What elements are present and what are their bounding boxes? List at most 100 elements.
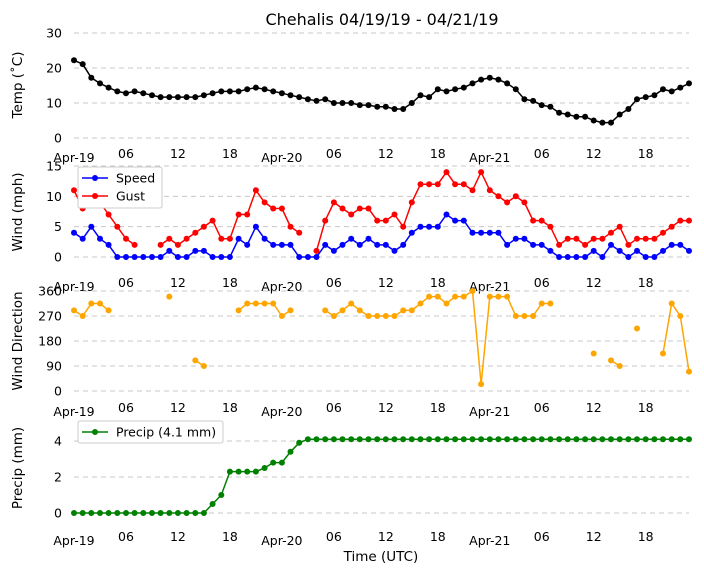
data-point [304, 436, 311, 443]
xtick-label-dir: 18 [222, 400, 238, 415]
data-point [642, 94, 649, 101]
xtick-label-dir: 12 [378, 400, 394, 415]
data-point [668, 223, 675, 230]
data-point [209, 90, 216, 97]
xtick-label-precip: 06 [534, 529, 550, 544]
data-point [287, 307, 294, 314]
xtick-label-temp: 12 [586, 146, 602, 161]
data-point [469, 229, 476, 236]
data-point [460, 293, 467, 300]
series-wind-gust [71, 169, 692, 254]
data-point [278, 459, 285, 466]
data-point [495, 193, 502, 200]
data-point [660, 86, 666, 93]
data-point [131, 254, 138, 260]
series-precip-precip-4-1-mm- [71, 436, 692, 516]
data-point [304, 254, 311, 260]
data-point [408, 100, 415, 106]
data-point [677, 84, 684, 91]
data-point [408, 199, 415, 206]
data-point [599, 436, 606, 443]
data-point [651, 436, 658, 443]
data-point [382, 313, 389, 319]
data-point [434, 293, 441, 300]
ytick-label-dir: 90 [46, 359, 62, 374]
data-point [140, 254, 147, 260]
xtick-label-precip: Apr-19 [53, 533, 94, 548]
data-point [348, 211, 355, 218]
data-point [226, 468, 233, 475]
legend-wind: Speed Gust [77, 166, 163, 209]
data-point [157, 254, 164, 260]
data-point [313, 254, 320, 260]
data-point [391, 247, 398, 254]
data-point [174, 241, 181, 248]
data-point [608, 119, 614, 126]
data-point [469, 80, 476, 87]
data-point [686, 368, 692, 375]
data-point [252, 84, 259, 91]
legend-swatch-marker [92, 175, 98, 181]
data-point [348, 300, 355, 307]
data-point [686, 247, 692, 254]
data-point [365, 205, 372, 212]
data-point [365, 235, 372, 242]
data-point [443, 211, 450, 218]
xtick-label-wind: 06 [534, 275, 550, 290]
data-point [478, 76, 485, 83]
data-point [590, 436, 597, 443]
data-point [512, 313, 519, 319]
data-point [521, 436, 528, 443]
data-point [192, 229, 199, 236]
xtick-label-wind: 12 [170, 275, 186, 290]
data-point [469, 187, 476, 194]
data-point [313, 436, 320, 443]
data-point [391, 436, 398, 443]
data-point [434, 181, 441, 188]
xtick-label-wind: 18 [222, 275, 238, 290]
legend-swatch-marker [92, 193, 98, 199]
data-point [261, 199, 268, 206]
data-point [149, 254, 155, 260]
ytick-label-dir: 360 [38, 284, 62, 299]
data-point [252, 187, 259, 194]
panel-dir: 0 90 180 270 360 Wind Direction Apr-19 06 12 18 Ap… [10, 284, 692, 419]
xtick-label-dir: 06 [118, 400, 134, 415]
data-point [556, 109, 563, 116]
data-point [97, 80, 103, 87]
data-point [538, 300, 545, 307]
data-point [278, 205, 285, 212]
data-point [512, 193, 519, 200]
data-point [105, 84, 112, 91]
xtick-label-temp: Apr-19 [53, 150, 94, 165]
ytick-label-precip: 0 [54, 506, 62, 521]
data-point [530, 241, 537, 248]
data-point [71, 307, 77, 314]
ytick-label-wind: 0 [54, 250, 62, 265]
data-point [278, 313, 285, 319]
data-point [538, 217, 545, 224]
xtick-label-dir: 12 [170, 400, 186, 415]
data-point [123, 254, 129, 260]
data-point [417, 223, 424, 230]
data-point [166, 235, 173, 242]
data-point [131, 88, 138, 95]
data-point [460, 181, 467, 188]
data-point [218, 235, 225, 242]
data-point [374, 241, 381, 248]
data-point [200, 510, 207, 516]
data-point [313, 97, 320, 104]
data-point [599, 235, 606, 242]
data-point [287, 92, 294, 99]
data-point [677, 217, 684, 224]
data-point [660, 350, 666, 357]
xtick-label-wind: 12 [586, 275, 602, 290]
data-point [460, 436, 467, 443]
xtick-label-dir: 12 [586, 400, 602, 415]
ytick-label-temp: 10 [46, 96, 62, 111]
data-point [677, 241, 684, 248]
data-point [547, 223, 554, 230]
data-point [183, 94, 190, 101]
data-point [226, 254, 233, 260]
data-point [261, 465, 268, 471]
